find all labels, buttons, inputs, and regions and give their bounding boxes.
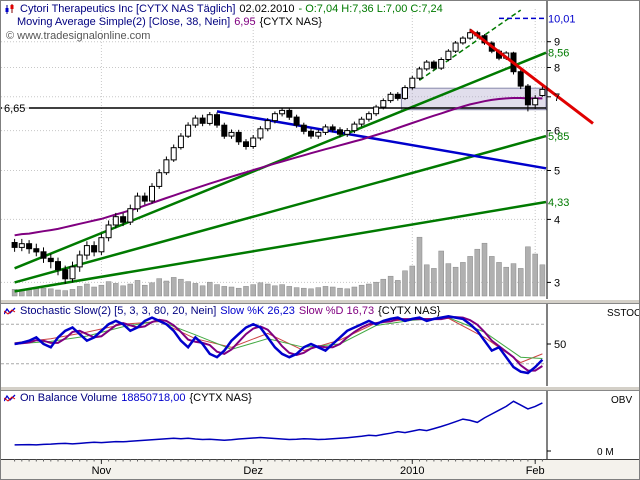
stochastic-symbol: {CYTX NAS} xyxy=(378,305,441,317)
obv-name: On Balance Volume xyxy=(20,392,118,404)
stochastic-canvas[interactable]: 50 SSTOC xyxy=(1,304,639,386)
price-tick-label: 4 xyxy=(554,214,560,226)
stoch-bg xyxy=(1,304,639,386)
price-tick-label: 3 xyxy=(554,277,560,289)
price-gridlines xyxy=(1,9,546,296)
copyright-text: © www.tradesignalonline.com xyxy=(6,30,151,42)
price-chart-icon xyxy=(4,3,16,15)
price-chart-canvas[interactable]: 3 4 5 6 7 8 9 10,01 8,56 5,85 4,33 6,65 xyxy=(1,1,639,299)
indicator-icon xyxy=(4,306,16,317)
obv-bg xyxy=(1,391,639,459)
drawing-price-label: 10,01 xyxy=(548,13,576,25)
left-price-label: 6,65 xyxy=(4,103,25,115)
time-axis-canvas[interactable]: Nov Dez 2010 Feb xyxy=(1,459,639,479)
stoch-pane-label: SSTOC xyxy=(607,308,639,319)
time-axis-label: Nov xyxy=(92,465,112,477)
obv-line[interactable] xyxy=(14,400,543,446)
price-tick-label: 6 xyxy=(554,126,560,138)
candlesticks[interactable] xyxy=(11,28,546,284)
stochastic-d-readout: Slow %D 16,73 xyxy=(298,305,375,317)
price-tick-label: 8 xyxy=(554,63,560,75)
obv-header: On Balance Volume 18850718,00 {CYTX NAS} xyxy=(4,392,252,404)
ma-indicator-header: Moving Average Simple(2) [Close, 38, Nei… xyxy=(17,16,322,28)
time-axis-label: Dez xyxy=(243,465,263,477)
blue-downtrend-line[interactable] xyxy=(216,110,547,170)
stochastic-pane: 50 SSTOC Stochastic Slow(2) [5, 3, 3, 80,… xyxy=(1,304,639,386)
stochastic-k-readout: Slow %K 26,23 xyxy=(220,305,295,317)
obv-pane-label: OBV xyxy=(611,395,632,406)
quote-date: 02.02.2010 xyxy=(239,3,295,15)
stoch-k-line[interactable] xyxy=(14,315,544,375)
obv-pane: 0 M OBV On Balance Volume 18850718,00 {CY… xyxy=(1,391,639,459)
stochastic-name: Stochastic Slow(2) [5, 3, 3, 80, 20, Nei… xyxy=(20,305,217,317)
obv-value: 18850718,00 xyxy=(121,392,186,404)
stochastic-header: Stochastic Slow(2) [5, 3, 3, 80, 20, Nei… xyxy=(4,305,440,317)
obv-zero-label: 0 M xyxy=(597,447,614,458)
price-chart-pane: 3 4 5 6 7 8 9 10,01 8,56 5,85 4,33 6,65 Cytori Ther… xyxy=(1,1,639,299)
instrument-title: Cytori Therapeutics Inc [CYTX NAS Täglic… xyxy=(20,3,236,15)
obv-symbol: {CYTX NAS} xyxy=(189,392,252,404)
instrument-header: Cytori Therapeutics Inc [CYTX NAS Täglic… xyxy=(4,3,443,15)
price-tick-label: 7 xyxy=(554,92,560,104)
ma-value: 6,95 xyxy=(234,16,256,28)
time-axis-label: 2010 xyxy=(400,465,424,477)
drawing-price-label: 8,56 xyxy=(548,48,569,60)
price-tick-label: 5 xyxy=(554,166,560,178)
time-axis-ticks xyxy=(14,459,543,462)
copyright-line: © www.tradesignalonline.com xyxy=(6,30,150,42)
stoch-thin-green-line xyxy=(14,317,543,359)
price-axis[interactable]: 3 4 5 6 7 8 9 10,01 8,56 5,85 4,33 xyxy=(546,1,576,299)
trend-fan-lines[interactable] xyxy=(14,51,547,293)
drawing-price-label: 5,85 xyxy=(548,131,569,143)
left-price-label-bg xyxy=(2,101,29,114)
indicator-icon xyxy=(4,393,16,404)
drawing-price-label: 4,33 xyxy=(548,197,569,209)
volume-bars xyxy=(11,236,546,297)
pane-splitter-2[interactable] xyxy=(1,386,639,391)
obv-canvas[interactable]: 0 M OBV xyxy=(1,391,639,459)
red-downtrend-line[interactable] xyxy=(469,28,594,125)
stoch-mid-tick-label: 50 xyxy=(554,339,566,351)
ma-symbol: {CYTX NAS} xyxy=(259,16,322,28)
consolidation-zone-rect[interactable] xyxy=(400,87,547,111)
ohlc-readout: - O:7,04 H:7,36 L:7,00 C:7,24 xyxy=(298,3,443,15)
price-tick-label: 9 xyxy=(554,37,560,49)
ma-name: Moving Average Simple(2) [Close, 38, Nei… xyxy=(17,16,231,28)
time-axis-label: Feb xyxy=(526,465,545,477)
moving-average-line[interactable] xyxy=(14,97,543,237)
time-axis[interactable]: Nov Dez 2010 Feb xyxy=(1,459,639,479)
pane-splitter-1[interactable] xyxy=(1,299,639,304)
